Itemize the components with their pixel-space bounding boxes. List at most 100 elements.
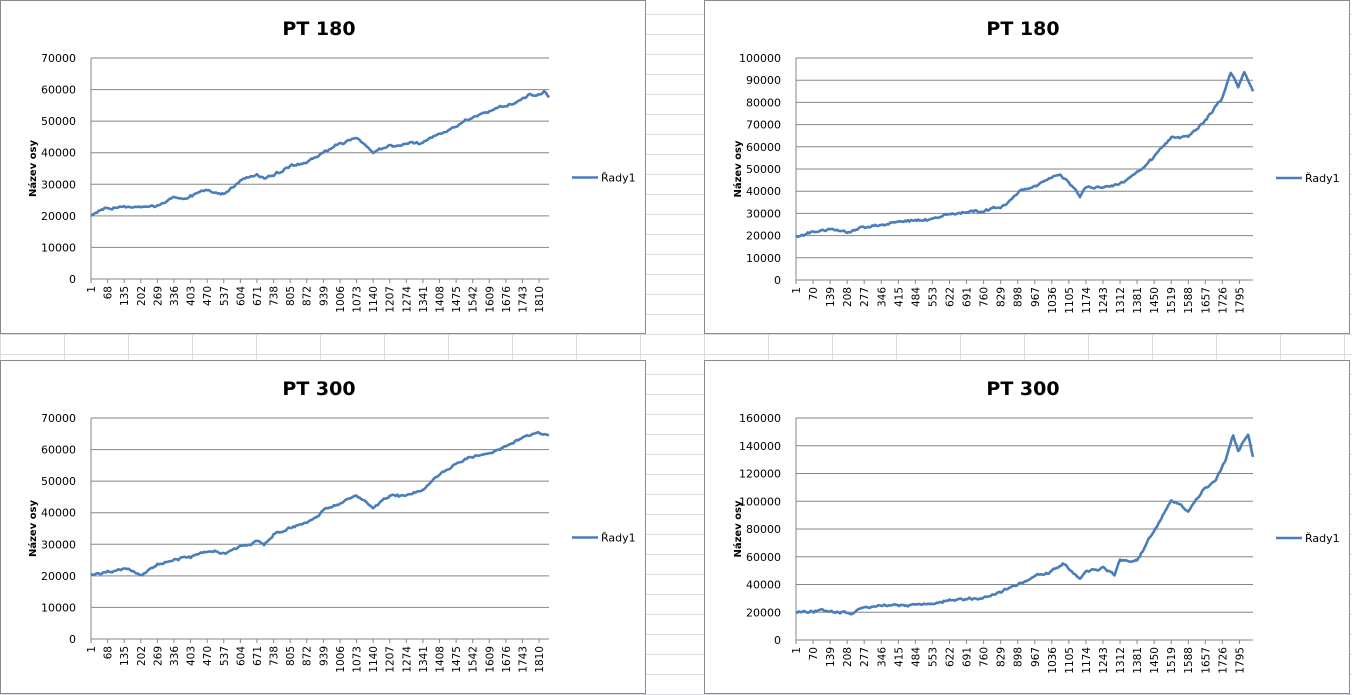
x-tick-label: 1519 [1166, 287, 1178, 314]
x-tick-label: 1006 [335, 286, 347, 313]
x-tick-label: 537 [219, 646, 231, 666]
x-tick-label: 691 [962, 647, 974, 667]
y-tick-label: 50000 [746, 163, 781, 176]
x-tick-label: 1450 [1149, 287, 1161, 314]
y-tick-label: 50000 [41, 475, 76, 488]
chart-title: PT 300 [282, 378, 355, 400]
x-tick-label: 1341 [418, 646, 430, 673]
x-tick-label: 1140 [368, 646, 380, 673]
x-tick-label: 1243 [1098, 287, 1110, 314]
x-tick-label: 1475 [451, 646, 463, 673]
y-axis-title: Název osy [27, 499, 39, 557]
x-tick-label: 484 [910, 647, 922, 667]
y-tick-label: 10000 [41, 241, 76, 254]
x-tick-label: 1006 [335, 646, 347, 673]
x-tick-label: 208 [842, 287, 854, 307]
x-tick-label: 269 [152, 286, 164, 306]
y-tick-label: 90000 [746, 74, 781, 87]
x-tick-label: 1810 [534, 286, 546, 313]
x-tick-label: 872 [302, 286, 314, 306]
x-tick-label: 939 [318, 286, 330, 306]
y-tick-label: 20000 [746, 230, 781, 243]
x-tick-label: 1274 [401, 646, 413, 673]
x-tick-label: 1588 [1183, 287, 1195, 314]
x-tick-label: 939 [318, 646, 330, 666]
x-tick-label: 1450 [1149, 647, 1161, 674]
x-tick-label: 1174 [1081, 287, 1093, 314]
series-line-0 [795, 433, 1255, 616]
y-tick-label: 120000 [739, 468, 781, 481]
x-tick-label: 139 [825, 287, 837, 307]
x-tick-label: 738 [269, 646, 281, 666]
y-tick-label: 0 [774, 274, 781, 287]
y-tick-label: 60000 [41, 84, 76, 97]
legend-label: Řady1 [601, 532, 636, 545]
x-tick-label: 1408 [435, 286, 447, 313]
x-tick-label: 139 [825, 647, 837, 667]
x-tick-label: 1073 [352, 286, 364, 313]
y-tick-label: 70000 [746, 119, 781, 132]
series-line-0 [90, 430, 550, 577]
x-tick-label: 135 [119, 646, 131, 666]
x-tick-label: 671 [252, 286, 264, 306]
chart-canvas: PT 300 Název osy 0 10000 20000 30000 40000 5000… [27, 378, 636, 673]
legend-label: Řady1 [601, 172, 636, 185]
x-tick-label: 553 [927, 647, 939, 667]
x-tick-label: 415 [893, 287, 905, 307]
y-tick-label: 40000 [746, 579, 781, 592]
x-tick-label: 1243 [1098, 647, 1110, 674]
x-tick-label: 1274 [401, 286, 413, 313]
y-tick-label: 30000 [41, 538, 76, 551]
x-tick-label: 403 [186, 646, 198, 666]
x-tick-label: 1588 [1183, 647, 1195, 674]
x-tick-label: 1105 [1064, 287, 1076, 314]
x-tick-label: 202 [136, 646, 148, 666]
y-tick-label: 0 [69, 273, 76, 286]
x-tick-label: 872 [302, 646, 314, 666]
x-tick-label: 738 [269, 286, 281, 306]
x-tick-label: 553 [927, 287, 939, 307]
y-tick-label: 20000 [41, 570, 76, 583]
x-tick-label: 1312 [1115, 647, 1127, 674]
x-tick-label: 470 [202, 286, 214, 306]
y-tick-label: 0 [774, 634, 781, 647]
y-tick-label: 160000 [739, 412, 781, 425]
x-tick-label: 604 [235, 286, 247, 306]
x-tick-label: 336 [169, 286, 181, 306]
y-tick-label: 50000 [41, 115, 76, 128]
x-tick-label: 1743 [517, 646, 529, 673]
x-tick-label: 1475 [451, 286, 463, 313]
chart-pt300-right[interactable]: PT 300 Název osy 0 20000 40000 60000 80000 1000… [704, 360, 1350, 694]
chart-pt180-left[interactable]: PT 180 Název osy 0 10000 20000 30000 40000 5000… [0, 0, 646, 334]
chart-canvas: PT 180 Název osy 0 10000 20000 30000 40000 5000… [27, 18, 636, 313]
y-tick-label: 30000 [41, 178, 76, 191]
x-tick-label: 671 [252, 646, 264, 666]
x-tick-label: 1174 [1081, 647, 1093, 674]
x-tick-label: 70 [808, 647, 820, 660]
x-tick-label: 346 [876, 287, 888, 307]
x-tick-label: 1676 [501, 646, 513, 673]
x-tick-label: 1676 [501, 286, 513, 313]
x-tick-label: 1609 [484, 286, 496, 313]
x-tick-label: 1341 [418, 286, 430, 313]
x-tick-label: 1036 [1047, 287, 1059, 314]
chart-canvas: PT 300 Název osy 0 20000 40000 60000 80000 1000… [732, 378, 1340, 674]
chart-pt180-right[interactable]: PT 180 Název osy 0 10000 20000 30000 40000 5000… [704, 0, 1350, 334]
x-tick-label: 760 [979, 287, 991, 307]
x-tick-label: 68 [103, 286, 115, 299]
x-tick-label: 1795 [1234, 287, 1246, 314]
x-tick-label: 1542 [468, 646, 480, 673]
x-tick-label: 622 [944, 287, 956, 307]
x-tick-label: 898 [1013, 287, 1025, 307]
y-tick-label: 100000 [739, 495, 781, 508]
x-tick-label: 1519 [1166, 647, 1178, 674]
x-tick-label: 1726 [1217, 647, 1229, 674]
x-tick-label: 135 [119, 286, 131, 306]
chart-pt300-left[interactable]: PT 300 Název osy 0 10000 20000 30000 40000 5000… [0, 360, 646, 694]
x-tick-label: 1542 [468, 286, 480, 313]
x-tick-label: 1 [86, 286, 98, 293]
x-tick-label: 967 [1030, 647, 1042, 667]
y-tick-label: 20000 [746, 606, 781, 619]
x-tick-label: 277 [859, 647, 871, 667]
x-tick-label: 1408 [435, 646, 447, 673]
